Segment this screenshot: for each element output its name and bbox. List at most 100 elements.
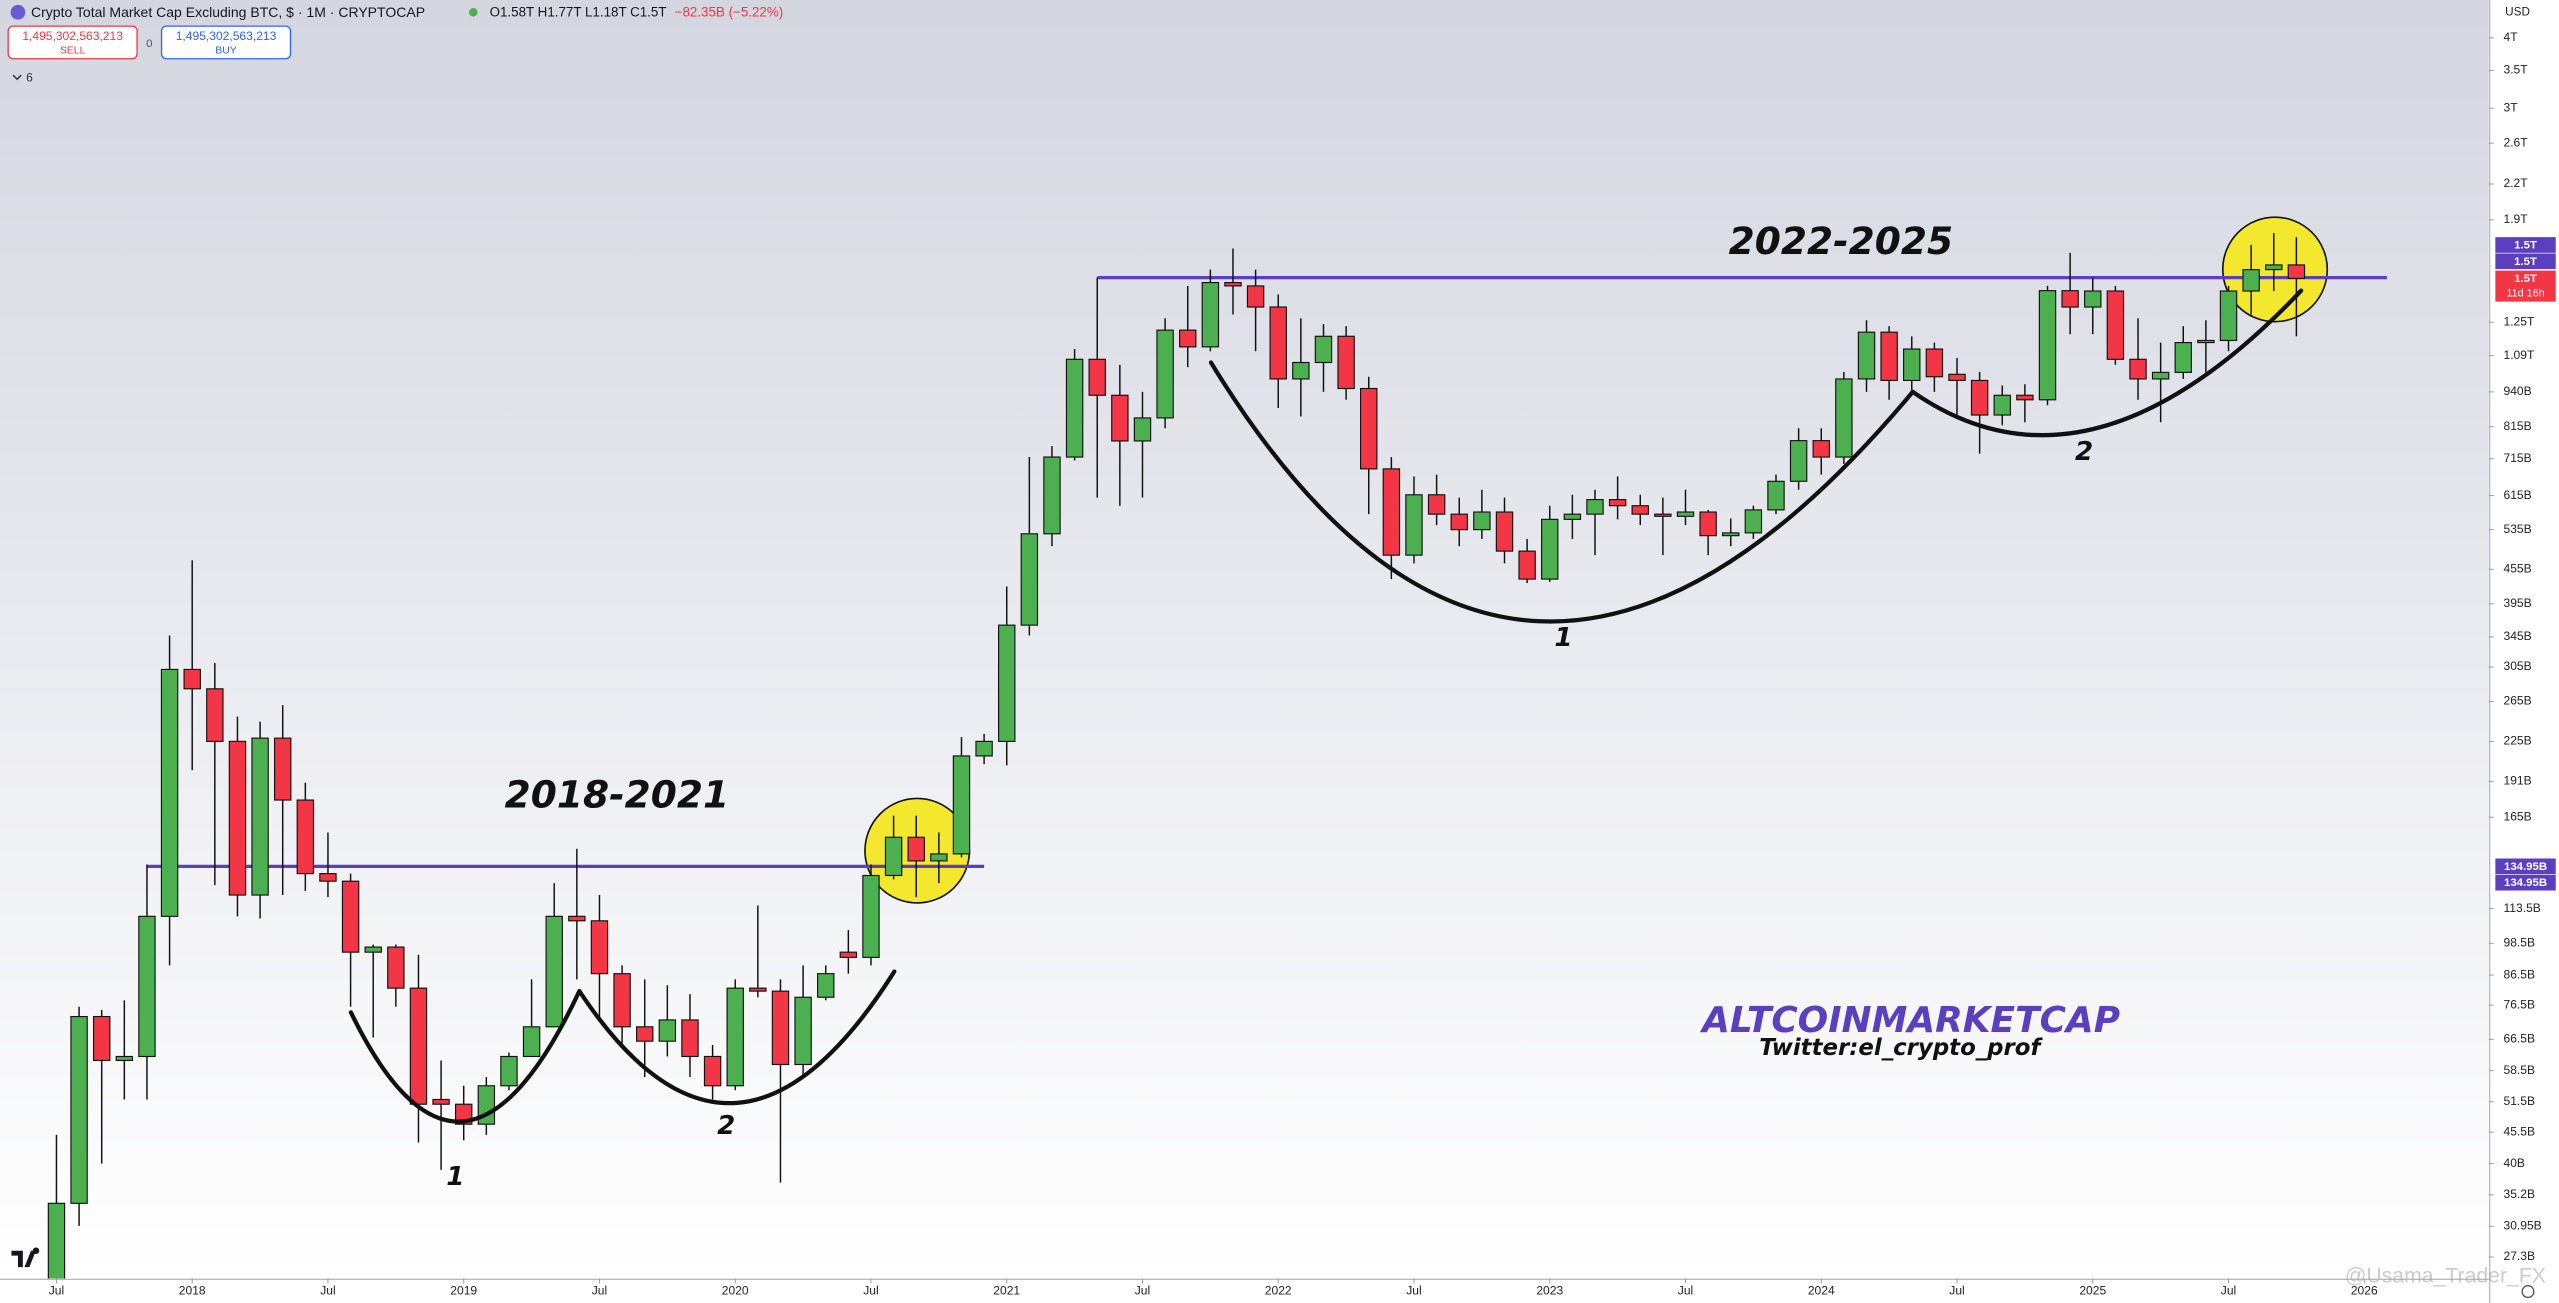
x-tick-label: 2021	[993, 1284, 1020, 1298]
candle-body	[1789, 440, 1808, 482]
buy-label: BUY	[215, 45, 236, 56]
candle-body	[1631, 505, 1649, 515]
y-tick-label: 2.6T	[2504, 135, 2529, 149]
candle-body	[613, 973, 631, 1028]
sell-button[interactable]	[7, 25, 138, 60]
candle-body	[2265, 264, 2283, 271]
x-tick-label: Jul	[1406, 1284, 1421, 1298]
y-tick-label: 3T	[2504, 100, 2519, 114]
candle-body	[1993, 394, 2011, 416]
candle-body	[1970, 379, 1989, 416]
candle-body	[1473, 511, 1491, 531]
candle-body	[1880, 331, 1898, 382]
cup-curve	[1910, 288, 2304, 438]
candle-body	[1518, 550, 1536, 580]
candle-body	[1608, 499, 1627, 507]
candle-body	[726, 987, 744, 1087]
price-tag	[2495, 253, 2556, 270]
ohlc-change: −82.35B (−5.22%)	[675, 5, 784, 20]
candle-body	[1495, 511, 1514, 552]
candle-body	[1360, 387, 1378, 470]
candle-body	[1269, 306, 1287, 380]
candle-body	[1925, 348, 1944, 378]
candle-body	[409, 987, 428, 1105]
bar-countdown: 11d 16h	[2506, 287, 2544, 299]
candle-body	[1382, 468, 1401, 556]
candle-body	[183, 668, 201, 690]
y-tick-label: 1.25T	[2504, 314, 2535, 328]
cup-number: 1	[1554, 623, 1572, 653]
candle-body	[2242, 269, 2260, 292]
ohlc-readout: O1.58T H1.77T L1.18T C1.5T	[490, 5, 667, 20]
candle-body	[1835, 378, 1853, 458]
candle-body	[1812, 440, 1830, 458]
candle-body	[1224, 281, 1242, 287]
candle-body	[1676, 511, 1695, 517]
settings-icon[interactable]	[2521, 1285, 2535, 1299]
candle-body	[228, 740, 247, 896]
plot-background	[0, 0, 2489, 1279]
y-tick-label: 98.5B	[2504, 936, 2536, 950]
y-tick-label: 1.9T	[2504, 212, 2529, 226]
candle-body	[681, 1019, 699, 1058]
cup-drawings	[348, 288, 2304, 1124]
collapse-chevron[interactable]	[12, 74, 22, 81]
y-tick-label: 940B	[2504, 384, 2532, 398]
candle-body	[794, 996, 812, 1066]
candle-body	[1246, 285, 1265, 308]
candle-body	[1857, 331, 1876, 380]
candle-body	[952, 755, 971, 855]
sell-price: 1,495,302,563,213	[22, 29, 123, 43]
last-price-label: 1.5T	[2514, 273, 2537, 285]
price-tag	[2495, 858, 2556, 875]
x-tick-label: Jul	[1135, 1284, 1150, 1298]
price-tag	[2495, 237, 2556, 253]
cup-curve	[577, 969, 897, 1106]
candle-body	[206, 688, 224, 742]
symbol-title[interactable]: Crypto Total Market Cap Excluding BTC, $…	[31, 4, 425, 20]
y-tick-label: 3.5T	[2504, 63, 2529, 77]
y-tick-label: 615B	[2504, 488, 2532, 502]
watermark: @Usama_Trader_FX	[2345, 1264, 2546, 1287]
candle-body	[1179, 329, 1197, 348]
period-label: 2018-2021	[505, 772, 729, 816]
x-tick-label: Jul	[320, 1284, 335, 1298]
y-tick-label: 27.3B	[2504, 1249, 2536, 1263]
candle-body	[70, 1015, 88, 1204]
candle-body	[1948, 373, 1966, 382]
status-dot	[469, 8, 478, 17]
candle-body	[319, 873, 337, 882]
candle-body	[1586, 499, 1604, 515]
candle-body	[273, 737, 292, 801]
y-tick-label: 455B	[2504, 561, 2532, 575]
buy-price: 1,495,302,563,213	[176, 29, 277, 43]
candle-body	[2038, 290, 2057, 401]
y-tick-label: 535B	[2504, 522, 2532, 536]
candle-body	[975, 740, 993, 757]
y-tick-label: 58.5B	[2504, 1063, 2536, 1077]
candle-body	[1654, 513, 1672, 517]
x-tick-label: Jul	[592, 1284, 607, 1298]
candle-body	[341, 880, 360, 953]
x-tick-label: Jul	[863, 1284, 878, 1298]
candle-body	[1405, 494, 1423, 556]
candle-body	[1699, 511, 1717, 537]
candle-body	[1020, 533, 1039, 626]
price-tag	[2495, 874, 2556, 891]
y-tick-label: 191B	[2504, 774, 2532, 788]
candle-body	[387, 946, 405, 989]
y-tick-label: 165B	[2504, 809, 2532, 823]
cup-curve	[1208, 360, 1915, 624]
candle-body	[160, 668, 179, 917]
currency[interactable]: USD	[2505, 5, 2530, 18]
price-tag-label: 134.95B	[2504, 877, 2547, 889]
candle-body	[1292, 361, 1310, 380]
price-axis	[2488, 0, 2559, 1303]
candle-body	[2016, 394, 2034, 401]
y-tick-label: 815B	[2504, 419, 2532, 433]
candle-body	[1563, 513, 1582, 520]
buy-button[interactable]	[160, 25, 292, 60]
cup-number: 2	[717, 1111, 735, 1141]
x-tick-label: 2026	[2351, 1284, 2378, 1298]
price-tag-label: 1.5T	[2514, 256, 2537, 268]
